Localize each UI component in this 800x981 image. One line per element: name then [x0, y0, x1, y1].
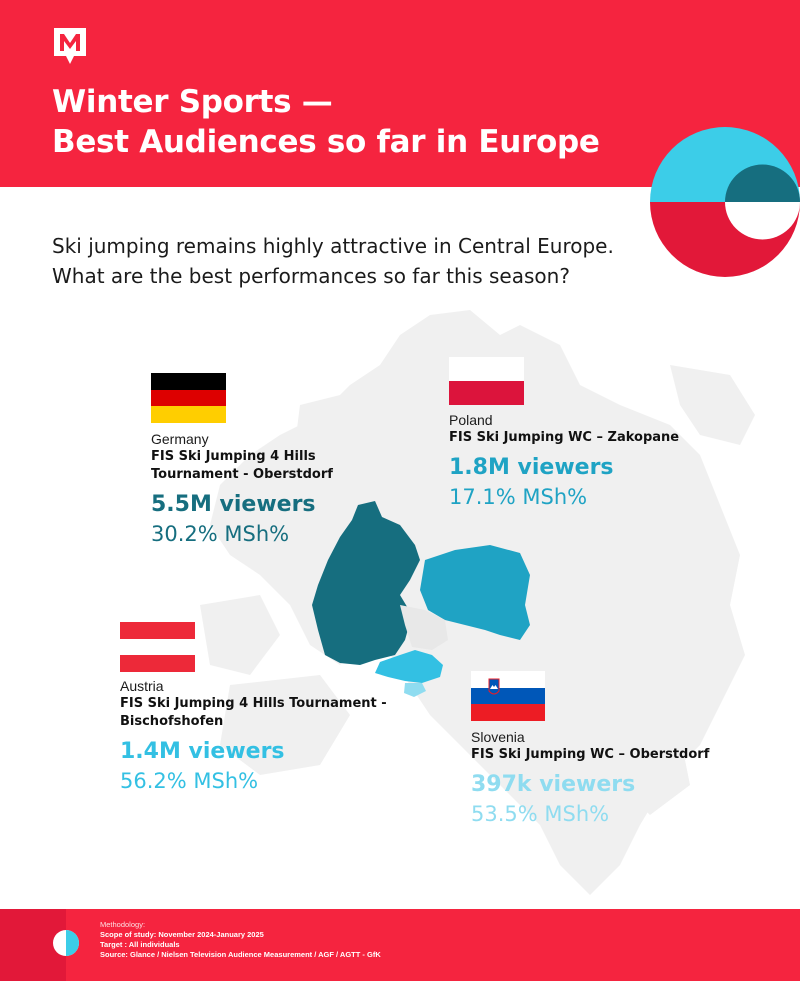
intro-line-1: Ski jumping remains highly attractive in…: [52, 234, 614, 258]
germany-shape: [312, 501, 420, 665]
slovenia-viewers: 397k viewers: [471, 772, 636, 797]
austria-country-label: Austria: [120, 678, 164, 694]
source-text: Source: Glance / Nielsen Television Audi…: [100, 950, 381, 959]
slovenia-country-label: Slovenia: [471, 729, 525, 745]
poland-event-line-1: FIS Ski Jumping WC – Zakopane: [449, 430, 680, 445]
half-circle-icon: [53, 930, 79, 956]
austria-card: Austria FIS Ski Jumping 4 Hills Tourname…: [120, 677, 387, 795]
decorative-circles-icon: [650, 127, 800, 277]
austria-viewers: 1.4M viewers: [120, 739, 285, 764]
poland-flag-icon: [449, 357, 524, 405]
poland-card: Poland FIS Ski Jumping WC – Zakopane 1.8…: [449, 411, 679, 511]
slovenia-event-line-1: FIS Ski Jumping WC – Oberstdorf: [471, 747, 710, 762]
intro-text: Ski jumping remains highly attractive in…: [52, 231, 614, 291]
poland-country-label: Poland: [449, 412, 493, 428]
poland-viewers: 1.8M viewers: [449, 455, 614, 480]
europe-map: [200, 310, 755, 895]
page-title: Winter Sports — Best Audiences so far in…: [52, 82, 600, 162]
germany-country-label: Germany: [151, 431, 209, 447]
poland-shape: [420, 545, 530, 640]
methodology-notes: Methodology: Scope of study: November 20…: [100, 920, 381, 960]
intro-line-2: What are the best performances so far th…: [52, 264, 570, 288]
slovenia-flag-icon: [471, 671, 545, 721]
germany-viewers: 5.5M viewers: [151, 492, 316, 517]
slovenia-shape: [404, 683, 426, 697]
methodology-label: Methodology:: [100, 920, 146, 929]
title-line-2: Best Audiences so far in Europe: [52, 124, 600, 160]
austria-event-line-2: Bischofshofen: [120, 714, 224, 729]
poland-msh: 17.1% MSh%: [449, 485, 588, 509]
germany-flag-icon: [151, 373, 226, 423]
austria-msh: 56.2% MSh%: [120, 769, 259, 793]
slovenia-msh: 53.5% MSh%: [471, 802, 610, 826]
austria-flag-icon: [120, 622, 195, 672]
austria-event-line-1: FIS Ski Jumping 4 Hills Tournament -: [120, 696, 387, 711]
germany-card: Germany FIS Ski Jumping 4 Hills Tourname…: [151, 430, 333, 548]
germany-event-line-2: Tournament - Oberstdorf: [151, 467, 333, 482]
germany-msh: 30.2% MSh%: [151, 522, 290, 546]
brand-logo-icon: [54, 28, 86, 64]
scope-text: Scope of study: November 2024-January 20…: [100, 930, 264, 939]
title-line-1: Winter Sports —: [52, 84, 333, 120]
target-text: Target : All individuals: [100, 940, 180, 949]
germany-event-line-1: FIS Ski Jumping 4 Hills: [151, 449, 316, 464]
slovenia-card: Slovenia FIS Ski Jumping WC – Oberstdorf…: [471, 728, 709, 828]
austria-shape: [375, 650, 443, 683]
